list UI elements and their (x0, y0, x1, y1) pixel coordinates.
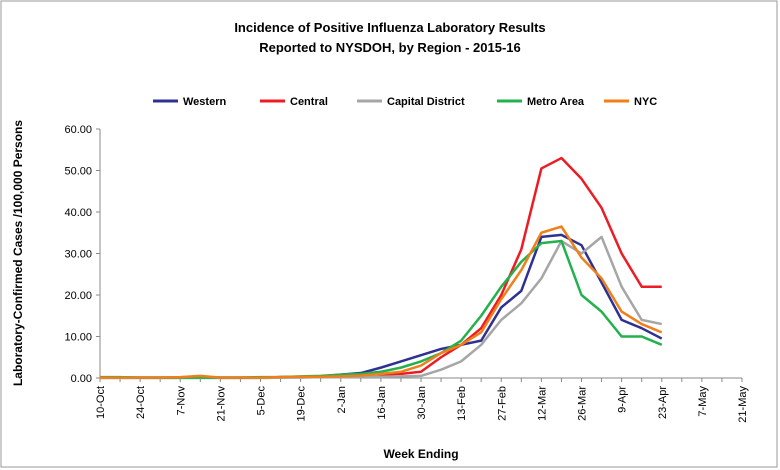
x-tick-label: 27-Feb (496, 386, 508, 421)
x-tick-label: 30-Jan (416, 386, 428, 420)
chart-title: Incidence of Positive Influenza Laborato… (234, 20, 545, 35)
legend-label: Metro Area (527, 96, 585, 108)
x-tick-label: 12-Mar (536, 386, 548, 421)
y-tick-label: 60.00 (64, 124, 92, 136)
x-tick-label: 2-Jan (336, 386, 348, 414)
x-tick-label: 16-Jan (376, 386, 388, 420)
x-tick-label: 7-Nov (175, 386, 187, 416)
y-tick-label: 50.00 (64, 166, 92, 178)
chart-subtitle: Reported to NYSDOH, by Region - 2015-16 (259, 40, 521, 55)
legend-label: NYC (634, 96, 657, 108)
x-tick-label: 21-May (737, 386, 749, 423)
x-tick-label: 7-May (697, 386, 709, 417)
x-tick-label: 19-Dec (296, 386, 308, 422)
legend-label: Capital District (387, 96, 465, 108)
x-tick-label: 5-Dec (256, 386, 268, 416)
x-tick-label: 9-Apr (617, 386, 629, 413)
x-tick-label: 24-Oct (135, 386, 147, 419)
series-line (100, 225, 663, 379)
y-tick-label: 30.00 (64, 249, 92, 261)
y-axis-title: Laboratory-Confirmed Cases /100,000 Pers… (11, 120, 25, 386)
y-tick-label: 20.00 (64, 290, 92, 302)
x-tick-label: 13-Feb (456, 386, 468, 421)
legend-label: Central (290, 96, 328, 108)
x-axis-title: Week Ending (383, 447, 458, 461)
y-tick-label: 0.00 (71, 373, 92, 385)
x-tick-label: 26-Mar (577, 386, 589, 421)
x-tick-label: 10-Oct (95, 386, 107, 419)
x-tick-label: 23-Apr (657, 386, 669, 419)
legend-label: Western (183, 96, 226, 108)
y-tick-label: 10.00 (64, 332, 92, 344)
x-tick-label: 21-Nov (215, 386, 227, 422)
y-tick-label: 40.00 (64, 207, 92, 219)
